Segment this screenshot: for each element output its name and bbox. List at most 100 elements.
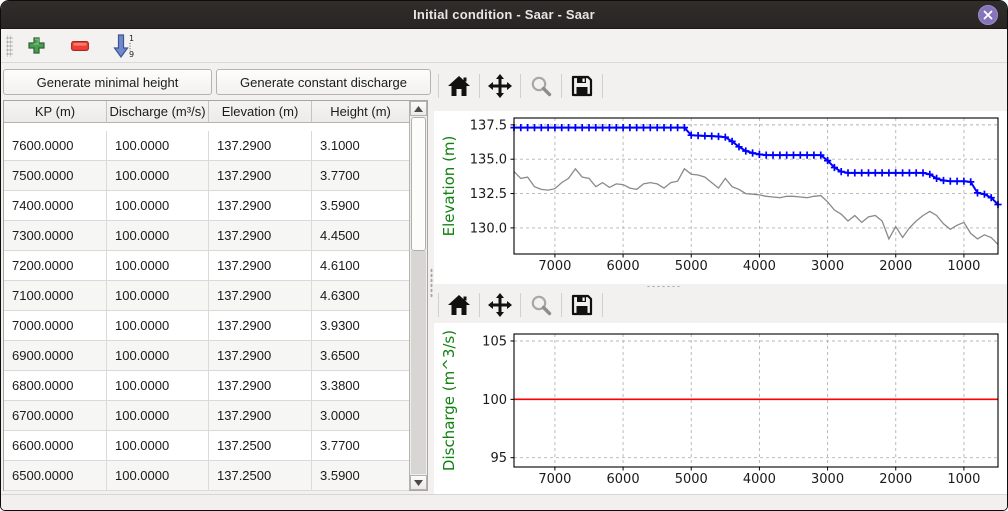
pan-button[interactable] — [486, 72, 514, 100]
table-cell[interactable]: 100.0000 — [107, 461, 209, 491]
table-cell[interactable]: 6600.0000 — [4, 431, 107, 461]
table-cell[interactable]: 7500.0000 — [4, 161, 107, 191]
zoom-button[interactable] — [527, 291, 555, 319]
table-cell[interactable]: 137.2900 — [209, 191, 312, 221]
table-cell[interactable]: 7600.0000 — [4, 131, 107, 161]
save-icon — [571, 294, 593, 316]
table-cell[interactable]: 3.5900 — [312, 461, 409, 491]
scrollbar-track[interactable] — [411, 251, 426, 474]
table-cell[interactable]: 137.2500 — [209, 461, 312, 491]
table-cell[interactable]: 100.0000 — [107, 371, 209, 401]
table-cell[interactable]: 137.2900 — [209, 281, 312, 311]
y-tick-label: 137.5 — [470, 118, 507, 133]
table-cell[interactable]: 100.0000 — [107, 161, 209, 191]
column-header[interactable]: Elevation (m) — [209, 101, 312, 123]
table-cell[interactable]: 3.9300 — [312, 311, 409, 341]
scrollbar-thumb[interactable] — [411, 117, 426, 251]
table-cell[interactable]: 3.6500 — [312, 341, 409, 371]
x-tick-label: 3000 — [811, 472, 844, 487]
table-cell[interactable]: 4.4500 — [312, 221, 409, 251]
table-cell[interactable]: 4.6100 — [312, 251, 409, 281]
table-cell[interactable]: 137.2900 — [209, 341, 312, 371]
scroll-down-button[interactable] — [410, 475, 427, 490]
table-cell[interactable]: 7400.0000 — [4, 191, 107, 221]
y-axis-label: Discharge (m^3/s) — [440, 330, 458, 471]
table-cell[interactable]: 137.2900 — [209, 251, 312, 281]
table-cell[interactable]: 100.0000 — [107, 401, 209, 431]
table-cell[interactable]: 6900.0000 — [4, 341, 107, 371]
sort-ascending-icon: 1 9 — [112, 33, 136, 59]
remove-row-button[interactable] — [65, 32, 95, 60]
table-cell[interactable]: 137.2900 — [209, 401, 312, 431]
initial-condition-table: KP (m)Discharge (m³/s)Elevation (m)Heigh… — [3, 100, 428, 491]
table-cell[interactable]: 100.0000 — [107, 311, 209, 341]
home-icon — [447, 294, 471, 316]
column-header[interactable]: Discharge (m³/s) — [107, 101, 209, 123]
table-cell[interactable]: 137.2900 — [209, 221, 312, 251]
table-cell[interactable]: 4.6300 — [312, 281, 409, 311]
table-cell[interactable]: 6500.0000 — [4, 461, 107, 491]
add-row-button[interactable] — [21, 32, 51, 60]
minus-icon — [71, 41, 89, 51]
home-icon — [447, 75, 471, 97]
elevation-plot-toolbar — [434, 69, 1005, 103]
table-cell[interactable]: 3.0000 — [312, 401, 409, 431]
generate-minimal-height-button[interactable]: Generate minimal height — [3, 69, 212, 95]
x-tick-label: 4000 — [743, 472, 776, 487]
toolbar-separator — [479, 74, 480, 98]
window-title: Initial condition - Saar - Saar — [413, 7, 595, 22]
table-cell[interactable]: 3.7700 — [312, 431, 409, 461]
close-button[interactable] — [978, 5, 998, 25]
table-cell[interactable]: 100.0000 — [107, 281, 209, 311]
save-icon — [571, 75, 593, 97]
svg-text:1: 1 — [129, 34, 134, 43]
table-scrollbar[interactable] — [409, 101, 427, 490]
table-cell[interactable]: 6800.0000 — [4, 371, 107, 401]
table-panel: Generate minimal height Generate constan… — [1, 63, 431, 494]
generate-constant-discharge-button[interactable]: Generate constant discharge — [216, 69, 431, 95]
titlebar[interactable]: Initial condition - Saar - Saar — [1, 1, 1007, 29]
x-tick-label: 4000 — [743, 259, 776, 274]
sort-button[interactable]: 1 9 — [109, 32, 139, 60]
table-cell[interactable]: 137.2900 — [209, 131, 312, 161]
table-cell[interactable]: 7000.0000 — [4, 311, 107, 341]
table-cell[interactable]: 100.0000 — [107, 221, 209, 251]
table-cell[interactable]: 100.0000 — [107, 431, 209, 461]
table-cell[interactable]: 3.7700 — [312, 161, 409, 191]
table-cell[interactable]: 137.2900 — [209, 161, 312, 191]
scroll-up-button[interactable] — [410, 101, 427, 116]
svg-text:9: 9 — [129, 50, 134, 59]
toolbar-separator — [479, 293, 480, 317]
save-button[interactable] — [568, 291, 596, 319]
home-button[interactable] — [445, 291, 473, 319]
table-cell[interactable]: 6700.0000 — [4, 401, 107, 431]
table-cell[interactable]: 100.0000 — [107, 341, 209, 371]
discharge-plot[interactable]: 700060005000400030002000100010510095Disc… — [434, 323, 1007, 496]
elevation-plot[interactable]: 7000600050004000300020001000137.5135.013… — [434, 111, 1007, 284]
table-cell[interactable]: 3.5900 — [312, 191, 409, 221]
table-cell[interactable]: 137.2900 — [209, 311, 312, 341]
table-cell[interactable]: 100.0000 — [107, 251, 209, 281]
toolbar-separator — [561, 74, 562, 98]
table-cell[interactable]: 3.1000 — [312, 131, 409, 161]
home-button[interactable] — [445, 72, 473, 100]
table-cell[interactable]: 7200.0000 — [4, 251, 107, 281]
x-tick-label: 7000 — [538, 472, 571, 487]
generator-buttons: Generate minimal height Generate constan… — [3, 69, 431, 95]
table-cell[interactable]: 137.2500 — [209, 431, 312, 461]
table-cell[interactable]: 100.0000 — [107, 131, 209, 161]
table-cell[interactable]: 3.3800 — [312, 371, 409, 401]
toolbar-grip[interactable] — [6, 35, 13, 57]
plots-panel: 7000600050004000300020001000137.5135.013… — [434, 63, 1005, 494]
column-header[interactable]: KP (m) — [4, 101, 107, 123]
x-tick-label: 5000 — [675, 259, 708, 274]
edit-toolbar: 1 9 — [1, 29, 1007, 63]
table-cell[interactable]: 137.2900 — [209, 371, 312, 401]
table-cell[interactable]: 100.0000 — [107, 191, 209, 221]
pan-button[interactable] — [486, 291, 514, 319]
table-cell[interactable]: 7100.0000 — [4, 281, 107, 311]
save-button[interactable] — [568, 72, 596, 100]
table-cell[interactable]: 7300.0000 — [4, 221, 107, 251]
zoom-button[interactable] — [527, 72, 555, 100]
column-header[interactable]: Height (m) — [312, 101, 409, 123]
